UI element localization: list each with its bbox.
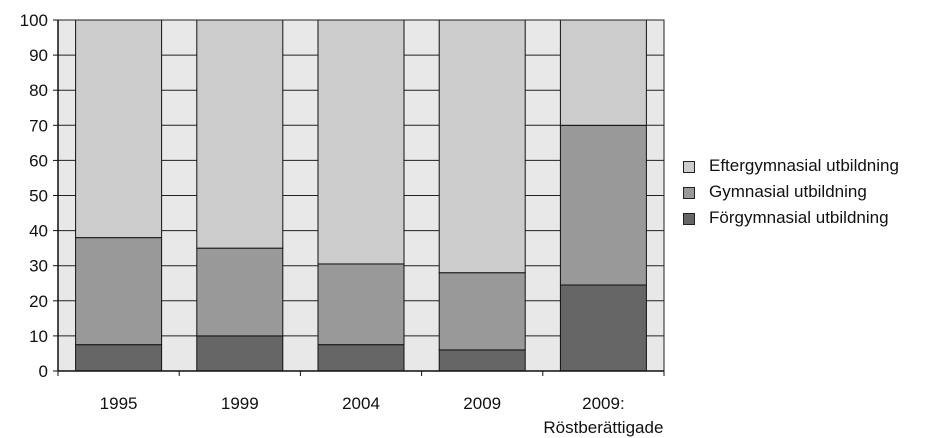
- y-tick-label: 70: [29, 116, 48, 135]
- x-category-label: 2009: [463, 394, 501, 413]
- y-tick-label: 50: [29, 187, 48, 206]
- legend-label-eftergymnasial: Eftergymnasial utbildning: [709, 156, 899, 175]
- bar-segment: [559, 124, 647, 286]
- y-tick-label: 40: [29, 222, 48, 241]
- y-tick-label: 10: [29, 327, 48, 346]
- bar-segment: [559, 19, 647, 126]
- bar-segment: [438, 349, 526, 372]
- bar-segment: [317, 344, 405, 372]
- x-category-label: 2009: Röstberättigade: [543, 394, 663, 437]
- y-tick-label: 20: [29, 292, 48, 311]
- bar-segment: [559, 284, 647, 372]
- bar-segment: [317, 263, 405, 346]
- y-tick-label: 30: [29, 257, 48, 276]
- legend-swatch-eftergymnasial: [683, 161, 695, 173]
- x-tick-labels: 1995 1999 2004 2009 2009: Röstberättigade: [100, 394, 664, 437]
- legend-swatch-forgymnasial: [683, 213, 695, 225]
- x-category-label: 1999: [221, 394, 259, 413]
- y-tick-label: 60: [29, 151, 48, 170]
- bar-segment: [438, 19, 526, 274]
- legend-label-forgymnasial: Förgymnasial utbildning: [709, 208, 889, 227]
- bar-segment: [317, 19, 405, 265]
- bar-segment: [75, 19, 163, 239]
- bar-segment: [196, 247, 284, 337]
- axes: [53, 19, 665, 376]
- legend-swatch-gymnasial: [683, 187, 695, 199]
- bar-segment: [75, 237, 163, 346]
- bar-segment: [438, 272, 526, 351]
- bar-segment: [196, 19, 284, 249]
- y-tick-label: 0: [39, 362, 48, 381]
- x-category-label: 2004: [342, 394, 380, 413]
- y-tick-label: 80: [29, 81, 48, 100]
- y-tick-label: 100: [20, 11, 48, 30]
- legend-label-gymnasial: Gymnasial utbildning: [709, 182, 867, 201]
- y-tick-label: 90: [29, 46, 48, 65]
- bars: [75, 19, 647, 372]
- bar-segment: [75, 344, 163, 372]
- y-tick-labels: 0 10 20 30 40 50 60 70 80 90 100: [20, 11, 48, 381]
- x-category-label: 1995: [100, 394, 138, 413]
- bar-segment: [196, 335, 284, 372]
